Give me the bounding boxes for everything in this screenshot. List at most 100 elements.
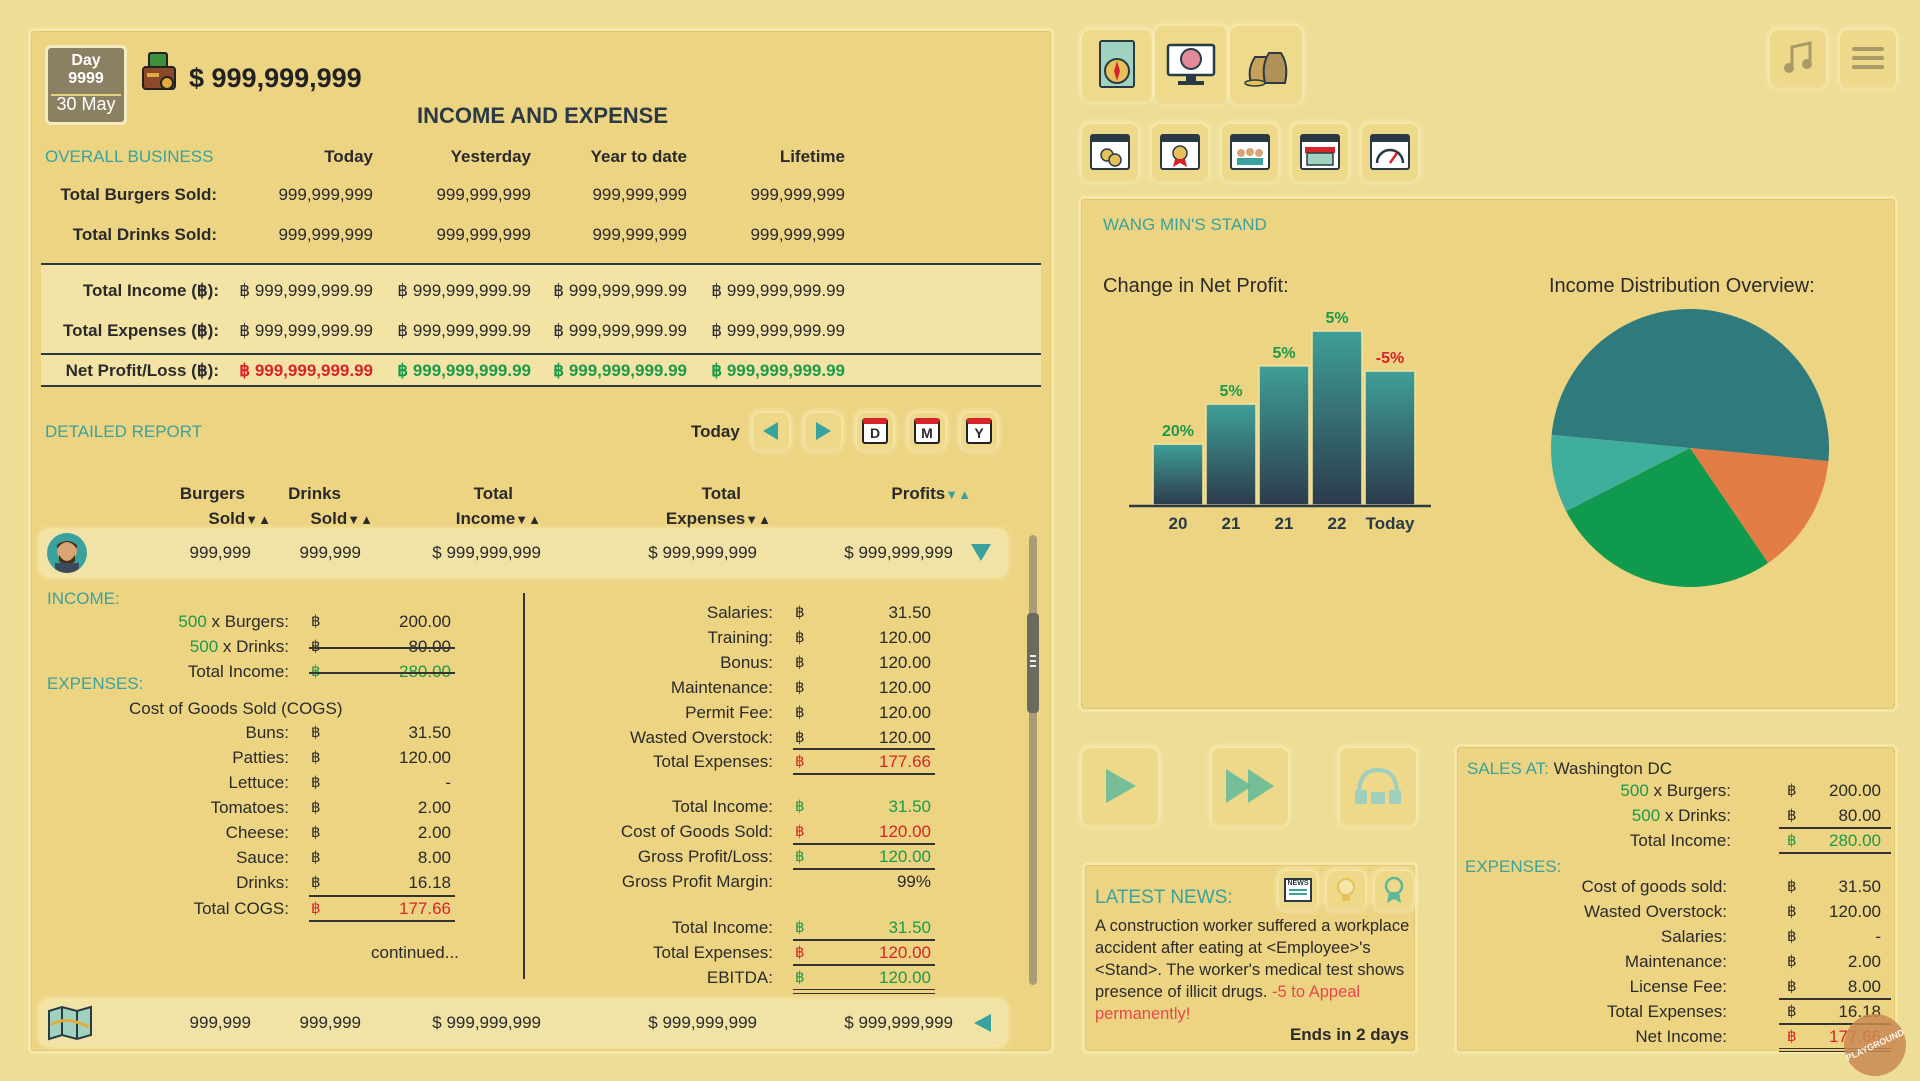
- subtab-store[interactable]: [1292, 124, 1348, 180]
- total-cogs-row: Total COGS: ฿ 177.66: [31, 899, 471, 923]
- medal-icon: [1384, 876, 1404, 903]
- item-label: Cheese:: [225, 823, 289, 842]
- calendar-year-icon: Y: [966, 418, 992, 444]
- overall-cell: 999,999,999: [278, 185, 373, 204]
- achievements-tab-button[interactable]: [1375, 871, 1413, 909]
- window-coins-icon: [1090, 134, 1130, 170]
- item-label: Lettuce:: [228, 773, 290, 792]
- gross-currency: ฿: [795, 798, 805, 815]
- footer-cell: 999,999: [189, 1013, 251, 1032]
- col-header-profits[interactable]: Profits▼▲: [851, 481, 971, 507]
- bar-category-label: 22: [1328, 514, 1347, 533]
- expense-item: Bonus: ฿ 120.00: [531, 653, 991, 677]
- overall-cell: 999,999,999: [592, 185, 687, 204]
- daily-view-button[interactable]: D: [857, 413, 893, 449]
- gross-income-row: Total Income: ฿ 31.50: [531, 797, 991, 821]
- gross-value: 120.00: [879, 822, 931, 841]
- overall-row-drinks: Total Drinks Sold: 999,999,999 999,999,9…: [31, 225, 1051, 249]
- lightbulb-icon: [1337, 878, 1355, 901]
- subtab-staff[interactable]: [1222, 124, 1278, 180]
- footer-cell: 999,999: [299, 1013, 361, 1032]
- sales-expenses-label: EXPENSES:: [1465, 857, 1562, 876]
- play-button[interactable]: [1082, 748, 1158, 824]
- cogs-item: Cheese: ฿ 2.00: [31, 823, 471, 847]
- scrollbar-thumb[interactable]: [1027, 613, 1039, 713]
- scrollbar-track[interactable]: [1029, 535, 1037, 985]
- yearly-view-button[interactable]: Y: [961, 413, 997, 449]
- item-label: Permit Fee:: [685, 703, 773, 722]
- col-header-burgers[interactable]: Burgers Sold▼▲: [151, 481, 271, 532]
- footer-total-row[interactable]: 999,999 999,999 $ 999,999,999 $ 999,999,…: [41, 1001, 1006, 1045]
- expense-item: Permit Fee: ฿ 120.00: [531, 703, 991, 727]
- news-text: A construction worker suffered a workpla…: [1095, 917, 1410, 1001]
- item-value: 31.50: [888, 603, 931, 622]
- item-currency: ฿: [795, 604, 805, 621]
- item-currency: ฿: [795, 729, 805, 746]
- total-value: 280.00: [1829, 831, 1881, 850]
- gross-value: 31.50: [888, 797, 931, 816]
- subtab-performance[interactable]: [1362, 124, 1418, 180]
- overall-cell: ฿ 999,999,999.99: [239, 321, 373, 340]
- col-header-line2: Expenses: [665, 509, 746, 528]
- subtab-overview[interactable]: [1082, 124, 1138, 180]
- prev-period-button[interactable]: [753, 413, 789, 449]
- col-header-expenses[interactable]: Total Expenses▼▲: [621, 481, 771, 532]
- item-label: Wasted Overstock:: [630, 728, 773, 747]
- col-header-line2: Sold: [208, 509, 246, 528]
- pie-slice: [1566, 448, 1769, 587]
- total-currency: ฿: [795, 753, 805, 770]
- tab-employees[interactable]: [1155, 26, 1227, 102]
- footer-cell: $ 999,999,999: [432, 1013, 541, 1032]
- employee-summary-row[interactable]: 999,999 999,999 $ 999,999,999 $ 999,999,…: [41, 531, 1006, 575]
- tips-tab-button[interactable]: [1327, 871, 1365, 909]
- bar: [1258, 365, 1310, 506]
- total-currency: ฿: [311, 900, 321, 917]
- item-currency: ฿: [311, 749, 321, 766]
- music-note-icon: [1784, 41, 1812, 73]
- arrow-left-icon: [763, 422, 778, 440]
- overall-row-label: Total Income (฿):: [82, 281, 219, 300]
- menu-button[interactable]: [1840, 30, 1896, 86]
- monthly-view-button[interactable]: M: [909, 413, 945, 449]
- expand-icon[interactable]: [971, 1012, 993, 1034]
- item-label: Salaries:: [706, 603, 773, 622]
- date-label: 30 May: [56, 94, 116, 114]
- fast-forward-button[interactable]: [1212, 748, 1288, 824]
- newspaper-icon-text: NEWS: [1287, 880, 1309, 887]
- hamburger-menu-icon: [1852, 47, 1884, 69]
- item-qty: 500: [1631, 806, 1661, 825]
- sales-title: SALES AT: Washington DC: [1467, 759, 1672, 779]
- avatar: [47, 533, 87, 573]
- total-label: Total COGS:: [193, 899, 289, 918]
- bar: [1205, 403, 1257, 506]
- overall-cell: 999,999,999: [750, 185, 845, 204]
- tab-finance[interactable]: [1230, 26, 1302, 102]
- pie-slice: [1690, 448, 1829, 563]
- item-label: x Drinks:: [1660, 806, 1731, 825]
- item-currency: ฿: [795, 704, 805, 721]
- news-penalty: -5 to Appeal permanently!: [1095, 983, 1361, 1023]
- overall-cell: 999,999,999: [592, 225, 687, 244]
- ebitda-label: Total Expenses:: [652, 943, 773, 962]
- subtab-awards[interactable]: [1152, 124, 1208, 180]
- bar-chart-title: Change in Net Profit:: [1103, 275, 1289, 297]
- news-tab-button[interactable]: NEWS: [1279, 871, 1317, 909]
- item-currency: ฿: [311, 774, 321, 791]
- collapse-icon[interactable]: [969, 541, 993, 563]
- item-currency: ฿: [1787, 928, 1797, 945]
- music-button[interactable]: [1770, 30, 1826, 86]
- next-period-button[interactable]: [805, 413, 841, 449]
- overall-cell: 999,999,999: [436, 225, 531, 244]
- col-header-income[interactable]: Total Income▼▲: [411, 481, 541, 532]
- expense-item: Wasted Overstock: ฿ 120.00: [531, 728, 991, 752]
- period-label: Today: [691, 422, 740, 441]
- tab-income-report[interactable]: [1082, 30, 1152, 100]
- col-header-drinks[interactable]: Drinks Sold▼▲: [261, 481, 373, 532]
- summary-cell: 999,999: [299, 543, 361, 562]
- ebitda-label: Total Income:: [671, 918, 773, 937]
- day-number: 9999: [68, 70, 104, 87]
- assistant-button[interactable]: [1340, 748, 1416, 824]
- item-currency: ฿: [795, 654, 805, 671]
- item-value: 80.00: [1838, 806, 1881, 825]
- item-label: x Burgers:: [206, 612, 289, 631]
